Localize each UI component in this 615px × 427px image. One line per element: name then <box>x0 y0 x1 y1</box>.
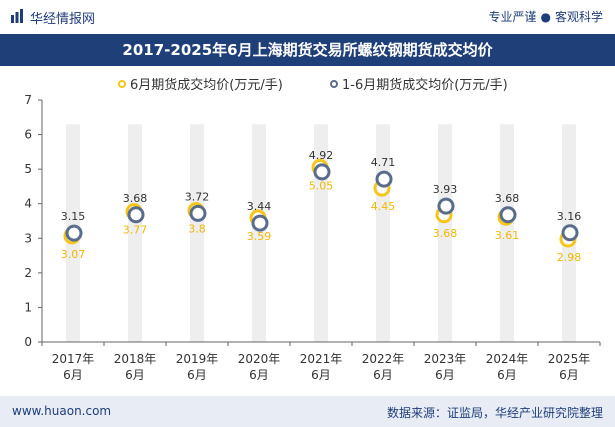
data-label-cumulative: 3.44 <box>247 200 272 213</box>
data-label-monthly: 3.07 <box>61 248 86 261</box>
footer-source: 数据来源：证监局，华经产业研究院整理 <box>386 406 603 420</box>
data-label-monthly: 3.68 <box>433 227 458 240</box>
slogan: 专业严谨 ● 客观科学 <box>488 8 603 25</box>
legend-item-cumulative: 1-6月期货成交均价(万元/手) <box>330 74 508 93</box>
footer-url[interactable]: www.huaon.com <box>12 404 112 418</box>
x-tick-label: 6月 <box>373 368 393 382</box>
y-tick-label: 4 <box>24 197 32 211</box>
chart-area: 0 1 2 3 4 5 6 7 2017年 6月 2018年 6月 2019年 6月 2020年 6月 2021… <box>24 93 601 382</box>
legend-marker-monthly <box>118 79 126 88</box>
y-tick-label: 6 <box>24 128 32 142</box>
slogan-right: 客观科学 <box>554 10 603 24</box>
legend-label-monthly: 6月期货成交均价(万元/手) <box>130 78 283 93</box>
data-label-monthly: 4.45 <box>371 200 396 213</box>
data-label-monthly: 3.61 <box>495 229 520 242</box>
y-tick-label: 5 <box>24 162 32 176</box>
point-cumulative <box>499 206 517 224</box>
data-label-cumulative: 4.71 <box>371 156 396 169</box>
x-tick-label: 2017年 <box>52 352 95 366</box>
data-label-cumulative: 3.93 <box>433 183 458 196</box>
point-cumulative <box>189 204 207 222</box>
data-label-cumulative: 3.15 <box>61 210 86 223</box>
y-tick-label: 1 <box>24 300 32 314</box>
slogan-left: 专业严谨 <box>488 10 537 24</box>
chart-title: 2017-2025年6月上海期货交易所螺纹钢期货成交均价 <box>0 34 615 66</box>
column-pillar <box>438 124 452 342</box>
data-label-monthly: 2.98 <box>557 251 582 264</box>
y-tick-label: 7 <box>24 93 32 107</box>
bullet-icon: ● <box>540 10 551 24</box>
data-label-cumulative: 3.68 <box>123 192 148 205</box>
data-label-monthly: 3.8 <box>188 223 206 236</box>
x-tick-label: 6月 <box>249 368 269 382</box>
column-pillar <box>128 124 142 342</box>
x-tick-label: 2018年 <box>114 352 157 366</box>
point-cumulative <box>313 163 331 181</box>
data-label-cumulative: 3.68 <box>495 192 520 205</box>
point-cumulative <box>437 197 455 215</box>
logo-icon <box>11 9 23 23</box>
x-tick-label: 6月 <box>435 368 455 382</box>
x-tick-label: 2022年 <box>362 352 405 366</box>
data-label-monthly: 5.05 <box>309 179 334 192</box>
point-cumulative <box>375 170 393 188</box>
data-label-cumulative: 4.92 <box>309 149 334 162</box>
legend: 6月期货成交均价(万元/手) 1-6月期货成交均价(万元/手) <box>0 70 615 94</box>
x-tick-label: 6月 <box>63 368 83 382</box>
x-tick-label: 2021年 <box>300 352 343 366</box>
y-tick-label: 0 <box>24 335 32 349</box>
data-label-monthly: 3.59 <box>247 230 272 243</box>
x-tick-label: 2025年 <box>548 352 591 366</box>
legend-item-monthly: 6月期货成交均价(万元/手) <box>118 74 283 93</box>
column-pillar <box>252 124 266 342</box>
point-cumulative <box>65 224 83 242</box>
legend-marker-cumulative <box>330 79 338 88</box>
legend-label-cumulative: 1-6月期货成交均价(万元/手) <box>342 78 508 93</box>
data-label-monthly: 3.77 <box>123 224 148 237</box>
x-tick-label: 2020年 <box>238 352 281 366</box>
column-pillar <box>190 124 204 342</box>
x-tick-label: 2023年 <box>424 352 467 366</box>
x-tick-label: 6月 <box>187 368 207 382</box>
point-cumulative <box>561 224 579 242</box>
brand-name[interactable]: 华经情报网 <box>30 12 96 27</box>
x-tick-label: 6月 <box>125 368 145 382</box>
y-tick-label: 3 <box>24 231 32 245</box>
x-tick-label: 6月 <box>559 368 579 382</box>
point-cumulative <box>127 206 145 224</box>
data-label-cumulative: 3.72 <box>185 190 210 203</box>
y-tick-label: 2 <box>24 266 32 280</box>
point-cumulative <box>251 214 269 232</box>
x-tick-label: 6月 <box>497 368 517 382</box>
top-bar: 华经情报网 专业严谨 ● 客观科学 <box>0 0 615 34</box>
x-tick-label: 2024年 <box>486 352 529 366</box>
x-tick-label: 2019年 <box>176 352 219 366</box>
footer: www.huaon.com 数据来源：证监局，华经产业研究院整理 <box>0 396 615 427</box>
data-label-cumulative: 3.16 <box>557 210 582 223</box>
x-tick-label: 6月 <box>311 368 331 382</box>
column-pillar <box>500 124 514 342</box>
